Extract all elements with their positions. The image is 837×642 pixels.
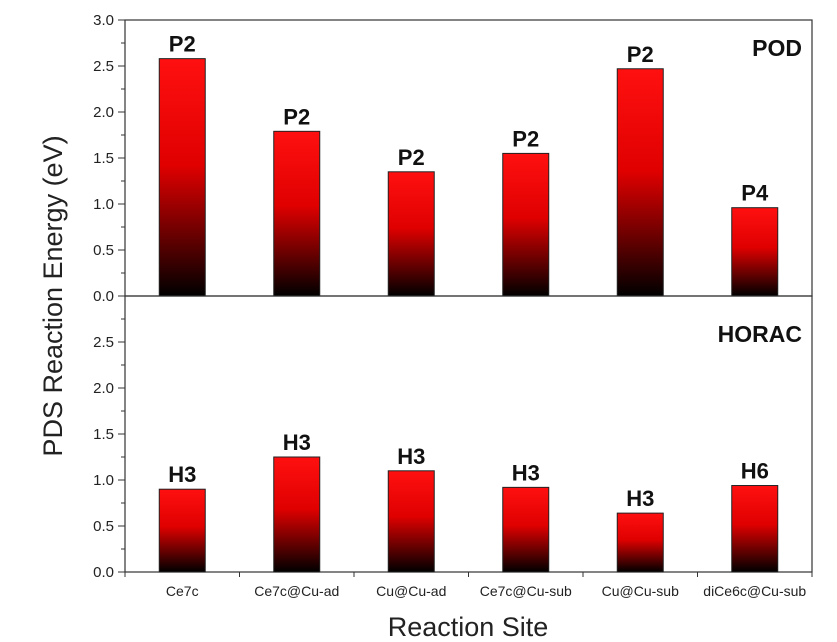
horac-bar	[502, 486, 550, 573]
pod-bar	[502, 152, 550, 297]
horac-bar-label: H3	[283, 430, 311, 455]
x-tick-label: Ce7c@Cu-ad	[254, 583, 339, 599]
horac-bar	[158, 488, 206, 573]
horac-y-tick-label: 0.5	[93, 518, 114, 535]
pod-y-tick-label: 3.0	[93, 12, 114, 29]
panel-pod: P2 P2 P2 P2 P2 P4 0.0 0.5 1.0 1.5 2.0 2.5 3.0 POD	[93, 12, 813, 305]
horac-bar	[616, 512, 664, 573]
horac-y-tick-label: 1.5	[93, 426, 114, 443]
horac-bar-label: H3	[512, 460, 540, 485]
x-axis-title: Reaction Site	[388, 612, 549, 642]
x-tick-label: Cu@Cu-sub	[602, 583, 679, 599]
panel-horac: H3 H3 H3 H3 H3 H6 0.0 0.5 1.0 1.5 2.0 2.5 HORAC	[93, 295, 813, 581]
horac-y-tick-label: 0.0	[93, 564, 114, 581]
pod-bar	[273, 130, 321, 297]
horac-bar-label: H3	[168, 462, 196, 487]
x-tick-label: Ce7c	[166, 583, 199, 599]
horac-y-axis: 0.0 0.5 1.0 1.5 2.0 2.5	[93, 295, 125, 581]
pod-bar	[158, 58, 206, 297]
x-tick-label: Cu@Cu-ad	[376, 583, 446, 599]
pod-y-tick-label: 0.5	[93, 242, 114, 259]
y-axis-title: PDS Reaction Energy (eV)	[38, 135, 68, 456]
horac-bar-label: H6	[741, 459, 769, 484]
pod-bar-label: P2	[512, 126, 539, 151]
pod-y-tick-label: 0.0	[93, 288, 114, 305]
pod-y-tick-label: 1.5	[93, 150, 114, 167]
x-tick-label: diCe6c@Cu-sub	[703, 583, 806, 599]
pod-panel-title: POD	[752, 35, 802, 61]
horac-bar	[387, 470, 435, 573]
pod-bar	[387, 171, 435, 297]
horac-panel-title: HORAC	[718, 321, 802, 347]
pod-bar	[616, 68, 664, 297]
pod-bar-label: P4	[741, 181, 769, 206]
horac-bar-label: H3	[397, 444, 425, 469]
pod-bar-label: P2	[169, 32, 196, 57]
horac-bar	[731, 485, 779, 573]
pod-bar-label: P2	[398, 145, 425, 170]
horac-bar-label: H3	[626, 486, 654, 511]
x-axis: Ce7c Ce7c@Cu-ad Cu@Cu-ad Ce7c@Cu-sub Cu@Cu-s…	[124, 572, 813, 599]
pod-y-tick-label: 2.5	[93, 58, 114, 75]
pod-bar-label: P2	[283, 104, 310, 129]
panel-horac-frame	[124, 295, 813, 573]
horac-y-tick-label: 1.0	[93, 472, 114, 489]
horac-bar	[273, 456, 321, 573]
horac-bars: H3 H3 H3 H3 H3 H6	[158, 430, 779, 573]
pod-y-tick-label: 2.0	[93, 104, 114, 121]
panel-pod-frame	[124, 19, 813, 297]
pod-bar-label: P2	[627, 42, 654, 67]
x-tick-label: Ce7c@Cu-sub	[480, 583, 572, 599]
pod-y-axis: 0.0 0.5 1.0 1.5 2.0 2.5 3.0	[93, 12, 125, 305]
horac-y-tick-label: 2.5	[93, 334, 114, 351]
pod-y-tick-label: 1.0	[93, 196, 114, 213]
pod-bars: P2 P2 P2 P2 P2 P4	[158, 32, 779, 297]
pod-bar	[731, 207, 779, 297]
horac-y-tick-label: 2.0	[93, 380, 114, 397]
